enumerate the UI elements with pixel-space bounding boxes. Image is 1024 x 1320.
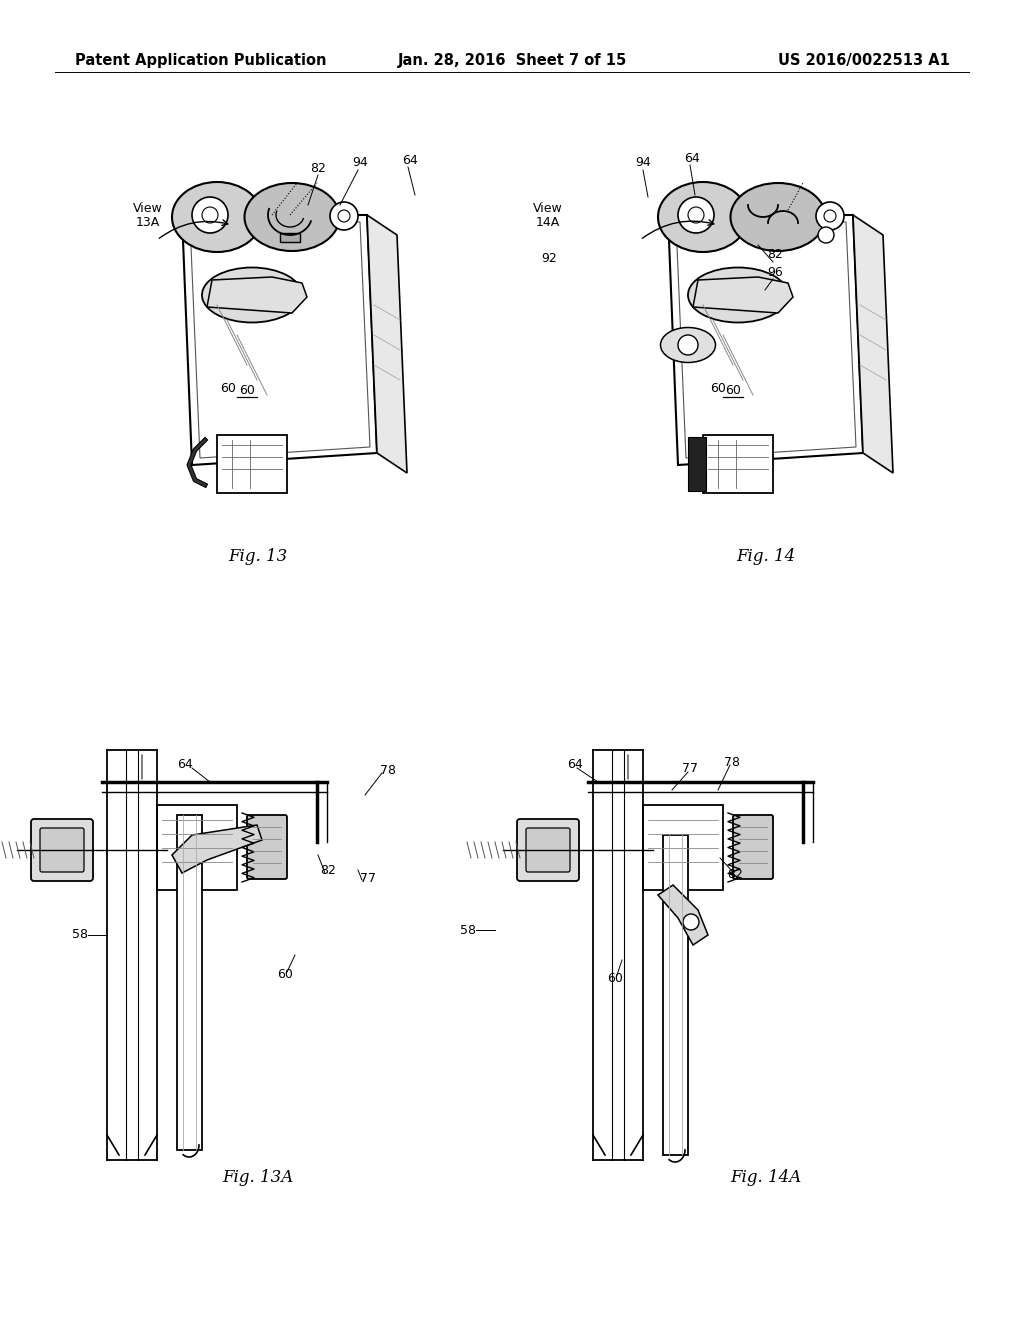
Polygon shape [172, 825, 262, 873]
Text: 78: 78 [380, 763, 396, 776]
Ellipse shape [245, 183, 340, 251]
Circle shape [688, 207, 705, 223]
Text: 64: 64 [402, 153, 418, 166]
Circle shape [824, 210, 836, 222]
Polygon shape [853, 215, 893, 473]
Text: 77: 77 [682, 762, 698, 775]
Text: 82: 82 [727, 869, 743, 882]
Polygon shape [182, 215, 377, 465]
Bar [177, 814, 202, 1150]
Text: 96: 96 [767, 267, 783, 280]
Text: 14A: 14A [536, 215, 560, 228]
Text: 60: 60 [607, 972, 623, 985]
Text: Patent Application Publication: Patent Application Publication [75, 53, 327, 67]
Text: Jan. 28, 2016  Sheet 7 of 15: Jan. 28, 2016 Sheet 7 of 15 [397, 53, 627, 67]
Text: 58: 58 [460, 924, 476, 936]
FancyBboxPatch shape [247, 814, 287, 879]
Bar [703, 436, 773, 492]
Text: 64: 64 [567, 759, 583, 771]
Text: Fig. 14: Fig. 14 [736, 548, 796, 565]
Polygon shape [668, 215, 863, 465]
Text: View: View [133, 202, 163, 214]
Polygon shape [658, 884, 708, 945]
Ellipse shape [660, 327, 716, 363]
Circle shape [816, 202, 844, 230]
Text: Fig. 14A: Fig. 14A [730, 1170, 802, 1185]
Text: 82: 82 [767, 248, 783, 261]
FancyBboxPatch shape [733, 814, 773, 879]
Circle shape [726, 285, 750, 309]
Circle shape [678, 335, 698, 355]
Bar [157, 805, 237, 890]
Circle shape [240, 285, 264, 309]
Text: 60: 60 [710, 381, 726, 395]
FancyBboxPatch shape [517, 818, 579, 880]
Bar [688, 437, 706, 491]
Text: Fig. 13A: Fig. 13A [222, 1170, 294, 1185]
Text: 60: 60 [725, 384, 741, 396]
Ellipse shape [658, 182, 748, 252]
Text: Fig. 13: Fig. 13 [228, 548, 288, 565]
Text: 60: 60 [239, 384, 255, 396]
Ellipse shape [688, 268, 788, 322]
Text: 64: 64 [684, 152, 699, 165]
Text: 77: 77 [360, 871, 376, 884]
Ellipse shape [172, 182, 262, 252]
FancyBboxPatch shape [31, 818, 93, 880]
Circle shape [818, 227, 834, 243]
Text: View: View [534, 202, 563, 214]
FancyBboxPatch shape [526, 828, 570, 873]
Text: 60: 60 [220, 381, 236, 395]
Ellipse shape [202, 268, 302, 322]
Text: 13A: 13A [136, 215, 160, 228]
Circle shape [678, 197, 714, 234]
Circle shape [193, 197, 228, 234]
Text: US 2016/0022513 A1: US 2016/0022513 A1 [778, 53, 950, 67]
Text: 58: 58 [72, 928, 88, 941]
Text: 94: 94 [635, 157, 651, 169]
Polygon shape [280, 234, 300, 242]
Text: 82: 82 [321, 863, 336, 876]
Bar [643, 805, 723, 890]
Polygon shape [367, 215, 407, 473]
Ellipse shape [730, 183, 825, 251]
Text: 92: 92 [541, 252, 557, 264]
Text: 94: 94 [352, 157, 368, 169]
Text: 60: 60 [278, 969, 293, 982]
Text: 64: 64 [177, 759, 193, 771]
Circle shape [338, 210, 350, 222]
Circle shape [202, 207, 218, 223]
Bar [217, 436, 287, 492]
Polygon shape [693, 277, 793, 313]
Circle shape [683, 913, 699, 931]
FancyBboxPatch shape [40, 828, 84, 873]
Text: 82: 82 [310, 161, 326, 174]
Circle shape [330, 202, 358, 230]
Text: 78: 78 [724, 755, 740, 768]
Bar [663, 836, 688, 1155]
Polygon shape [207, 277, 307, 313]
